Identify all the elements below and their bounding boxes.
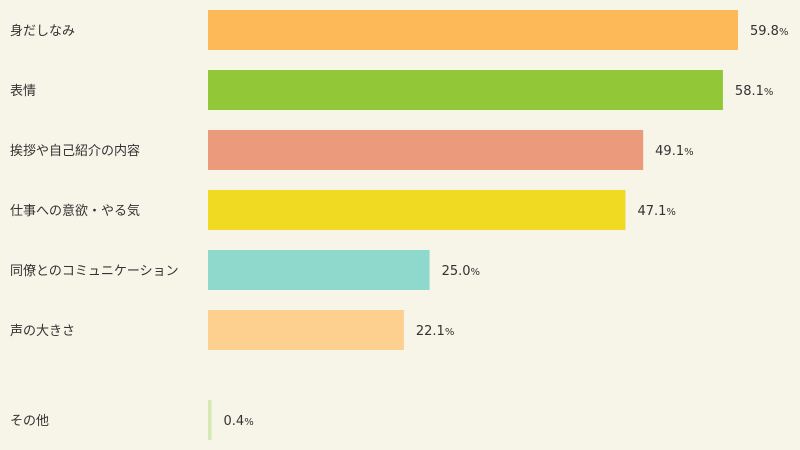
value-unit: % xyxy=(445,327,455,338)
value-unit: % xyxy=(684,147,694,158)
bar xyxy=(208,190,626,230)
bar xyxy=(208,400,212,440)
value-unit: % xyxy=(764,87,774,98)
value-unit: % xyxy=(471,267,481,278)
category-label: 声の大きさ xyxy=(10,324,75,339)
value-number: 47.1 xyxy=(637,204,666,219)
value-unit: % xyxy=(244,417,254,428)
bar xyxy=(208,70,723,110)
value-label: 22.1% xyxy=(416,324,454,339)
value-label: 47.1% xyxy=(637,204,675,219)
value-unit: % xyxy=(666,207,676,218)
bar xyxy=(208,250,430,290)
bar xyxy=(208,130,644,170)
category-label: 挨拶や自己紹介の内容 xyxy=(10,143,140,159)
category-label: 表情 xyxy=(10,84,36,99)
bar xyxy=(208,10,738,50)
bar xyxy=(208,310,404,350)
value-label: 58.1% xyxy=(735,84,773,99)
value-label: 49.1% xyxy=(655,144,693,159)
category-label: 身だしなみ xyxy=(10,23,75,39)
value-number: 59.8 xyxy=(750,24,779,39)
value-number: 49.1 xyxy=(655,144,684,159)
value-label: 0.4% xyxy=(224,414,254,429)
value-number: 22.1 xyxy=(416,324,445,339)
value-number: 25.0 xyxy=(442,264,471,279)
category-label: その他 xyxy=(10,414,49,429)
category-label: 仕事への意欲・やる気 xyxy=(10,203,140,219)
value-label: 59.8% xyxy=(750,24,788,39)
value-unit: % xyxy=(779,27,789,38)
value-label: 25.0% xyxy=(442,264,480,279)
category-label: 同僚とのコミュニケーション xyxy=(10,264,179,279)
value-number: 58.1 xyxy=(735,84,764,99)
value-number: 0.4 xyxy=(224,414,245,429)
